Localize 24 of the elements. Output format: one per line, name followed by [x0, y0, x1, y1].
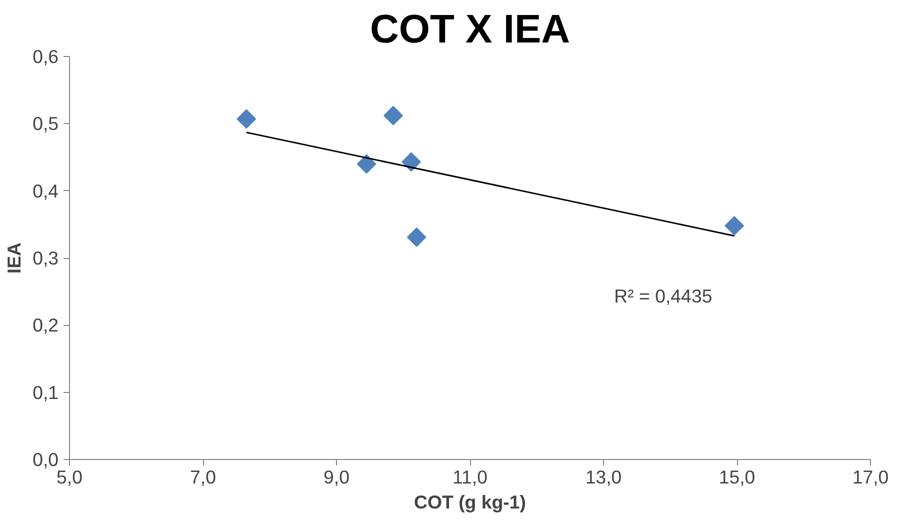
x-axis-title: COT (g kg-1): [414, 492, 526, 512]
x-tick-label: 9,0: [324, 466, 350, 488]
point: [236, 109, 256, 129]
point: [384, 106, 403, 126]
x-tick-label: 15,0: [718, 466, 756, 488]
x-tick-label: 11,0: [452, 466, 488, 488]
y-axis-title: IEA: [4, 242, 25, 274]
x-tick-label: 5,0: [56, 466, 82, 488]
y-tick-label: 0,2: [32, 314, 59, 336]
y-tick-label: 0,3: [32, 248, 59, 268]
point: [406, 227, 426, 247]
y-tick-label: 0,4: [32, 180, 59, 202]
annotation: R² = 0,4435: [614, 285, 712, 306]
point: [402, 152, 421, 172]
point: [356, 154, 376, 174]
chart-title: COT X IEA: [370, 8, 570, 52]
y-tick-label: 0,6: [32, 46, 59, 67]
y-tick-label: 0,0: [32, 449, 59, 470]
y-tick-label: 0,5: [32, 113, 59, 134]
point: [724, 216, 744, 236]
y-tick-label: 0,1: [32, 382, 59, 403]
x-tick-label: 17,0: [852, 466, 889, 488]
x-tick-label: 7,0: [190, 466, 216, 488]
x-tick-label: 13,0: [585, 466, 622, 488]
